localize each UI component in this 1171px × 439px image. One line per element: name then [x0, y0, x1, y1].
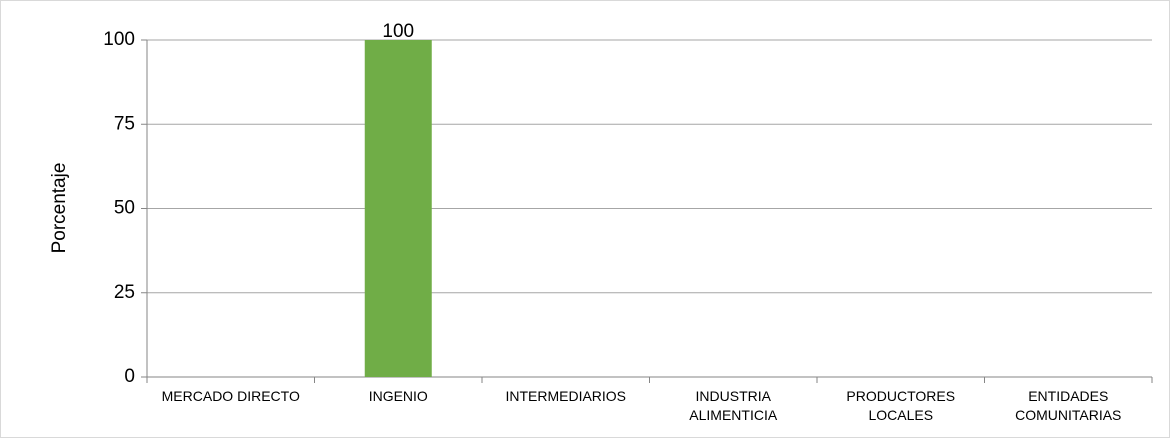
y-tick-label: 25 — [114, 282, 135, 303]
x-tick-label: INGENIO — [368, 388, 428, 404]
x-tick-label: MERCADO DIRECTO — [161, 388, 300, 404]
x-tick-label: INDUSTRIA ALIMENTICIA — [689, 388, 778, 423]
y-axis-label: Porcentaje — [49, 163, 70, 254]
x-tick-label: PRODUCTORES LOCALES — [846, 388, 956, 423]
y-tick-label: 50 — [114, 198, 135, 219]
x-tick-label: INTERMEDIARIOS — [505, 388, 627, 404]
x-tick-label: ENTIDADES COMUNITARIAS — [1015, 388, 1122, 423]
data-label: 100 — [382, 21, 414, 42]
y-tick-label: 0 — [124, 366, 135, 387]
y-tick-label: 75 — [114, 113, 135, 134]
y-tick-label: 100 — [103, 29, 135, 50]
bar — [364, 40, 432, 377]
